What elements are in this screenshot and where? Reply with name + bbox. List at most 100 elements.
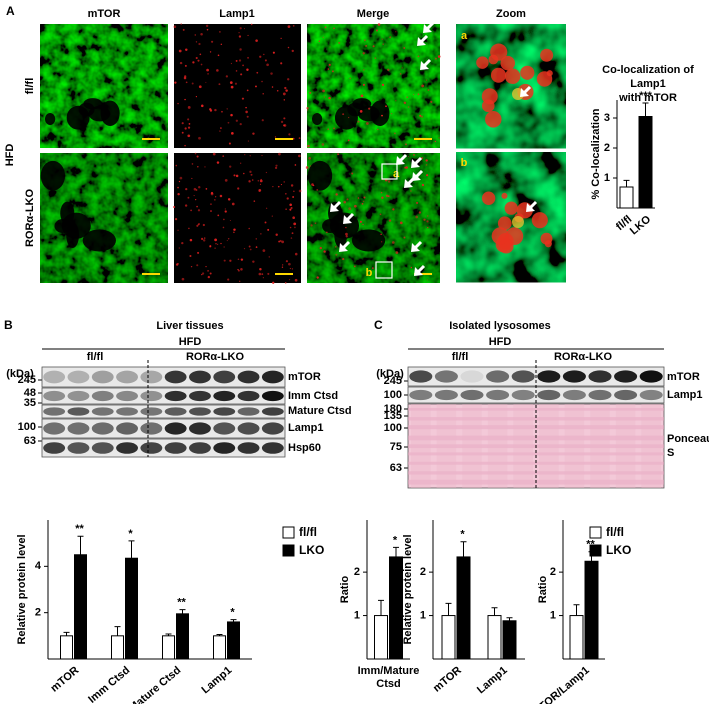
y-axis-label: Relative protein level [16, 534, 28, 644]
lamp1-dot [189, 238, 193, 242]
chart-title: with mTOR [618, 92, 677, 104]
vessel [60, 201, 75, 225]
lamp1-dot [259, 55, 262, 58]
lamp1-dot [287, 78, 290, 81]
y-tick-label: 2 [604, 142, 610, 154]
lamp1-dot [185, 188, 188, 191]
row-label: fl/fl [24, 78, 36, 95]
x-tick-label: Imm/Mature Ctsd [357, 665, 420, 690]
lamp1-dot [294, 164, 297, 166]
bar [389, 556, 403, 660]
lamp1-blob [481, 191, 496, 205]
lamp1-blob [536, 71, 553, 87]
mw-marker: 245 [384, 375, 402, 387]
legend-swatch [282, 526, 295, 539]
lamp1-dot [216, 69, 219, 72]
band [588, 370, 612, 383]
lamp1-dot [178, 180, 181, 183]
lamp1-dot [238, 35, 242, 38]
lamp1-dot [381, 83, 385, 87]
lamp1-dot [401, 67, 403, 69]
lamp1-dot [271, 215, 273, 217]
band [140, 442, 163, 454]
lamp1-dot [251, 179, 254, 181]
zoom-label: a [461, 30, 468, 42]
band [91, 407, 114, 416]
lamp1-dot [381, 241, 383, 243]
lamp1-dot [195, 96, 197, 98]
lamp1-dot [284, 282, 287, 284]
x-tick-label: mTOR/Lamp1 [529, 664, 591, 704]
lamp1-dot [403, 47, 406, 49]
lamp1-dot [198, 136, 201, 140]
lamp1-dot [381, 114, 383, 117]
bar [638, 116, 653, 209]
error-bar [623, 179, 630, 187]
lamp1-dot [231, 131, 234, 135]
lamp1-dot [250, 173, 253, 176]
lamp1-dot [316, 189, 319, 191]
lamp1-dot [238, 59, 242, 62]
lamp1-dot [177, 229, 179, 231]
lamp1-dot [207, 275, 210, 279]
lamp1-dot [205, 188, 208, 190]
lamp1-dot [239, 122, 242, 126]
lamp1-dot [189, 254, 192, 258]
lamp1-dot [177, 262, 179, 265]
lamp1-dot [289, 279, 291, 281]
band [116, 422, 138, 435]
error-bar [77, 535, 84, 555]
lamp1-dot [206, 68, 209, 72]
lane-group: fl/fl [452, 351, 469, 363]
micrograph [456, 152, 566, 284]
lamp1-dot [243, 172, 245, 175]
lamp1-dot [187, 134, 191, 138]
bar [441, 615, 456, 660]
legend-label: fl/fl [299, 525, 317, 539]
bar [374, 615, 388, 660]
lamp1-dot [282, 92, 286, 96]
significance: ** [177, 597, 186, 609]
lamp1-dot [328, 96, 331, 100]
lamp1-dot [245, 110, 248, 114]
arrow-head [330, 203, 339, 212]
lamp1-dot [328, 63, 331, 66]
lamp1-dot [280, 120, 284, 123]
lamp1-dot [283, 117, 286, 120]
lamp1-dot [197, 209, 201, 212]
lamp1-dot [261, 154, 263, 157]
x-tick-label: LKO [628, 213, 654, 237]
vessel [234, 100, 254, 127]
band [189, 390, 211, 402]
lamp1-dot [233, 228, 236, 231]
arrow-head [411, 243, 420, 252]
lamp1-dot [405, 143, 407, 146]
lamp1-dot [285, 193, 287, 195]
band [511, 370, 535, 383]
band [213, 370, 236, 384]
band [140, 370, 163, 384]
lamp1-dot [334, 246, 337, 248]
lamp1-dot [195, 56, 198, 60]
lamp1-dot [240, 258, 244, 261]
legend-swatch [589, 544, 602, 557]
band [261, 407, 284, 416]
lamp1-dot [220, 43, 223, 46]
lamp1-dot [259, 179, 263, 183]
band [614, 389, 638, 401]
lamp1-dot [357, 120, 360, 123]
mw-marker: 245 [18, 374, 36, 386]
lamp1-blob [501, 192, 508, 199]
mw-marker: 100 [384, 422, 402, 434]
lamp1-dot [286, 197, 289, 200]
lamp1-dot [239, 280, 241, 282]
lamp1-dot [309, 165, 311, 167]
lamp1-dot [335, 253, 338, 256]
panel-title: Liver tissues [156, 320, 223, 332]
lamp1-dot [182, 28, 185, 31]
vessel [307, 160, 333, 191]
lamp1-dot [198, 42, 201, 46]
lamp1-dot [187, 126, 191, 129]
lamp1-dot [262, 277, 264, 279]
band [116, 442, 138, 454]
